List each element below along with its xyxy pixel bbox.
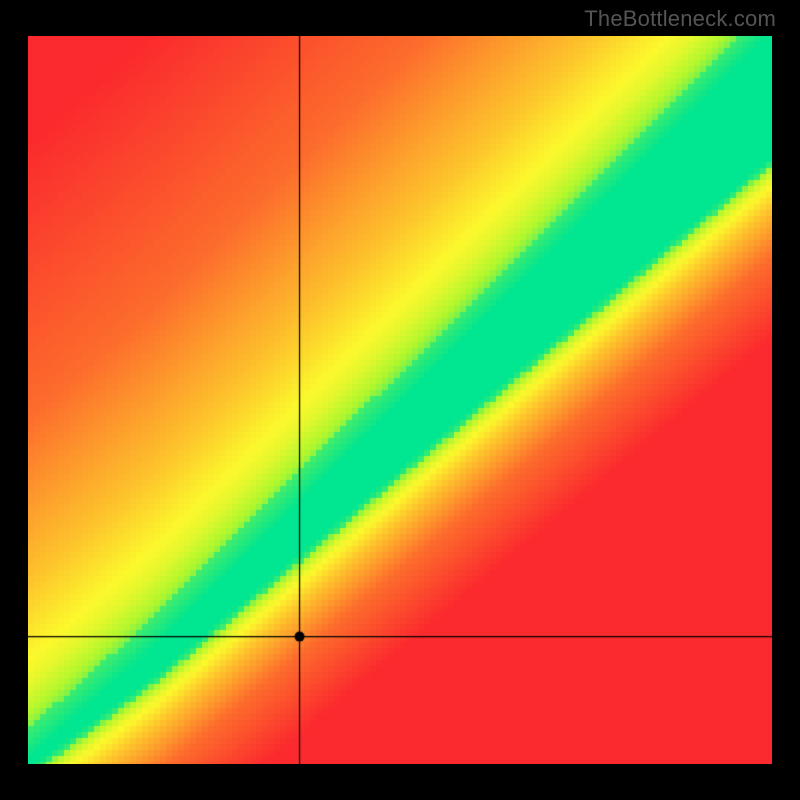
watermark-text: TheBottleneck.com xyxy=(584,6,776,32)
bottleneck-heatmap xyxy=(28,36,772,764)
